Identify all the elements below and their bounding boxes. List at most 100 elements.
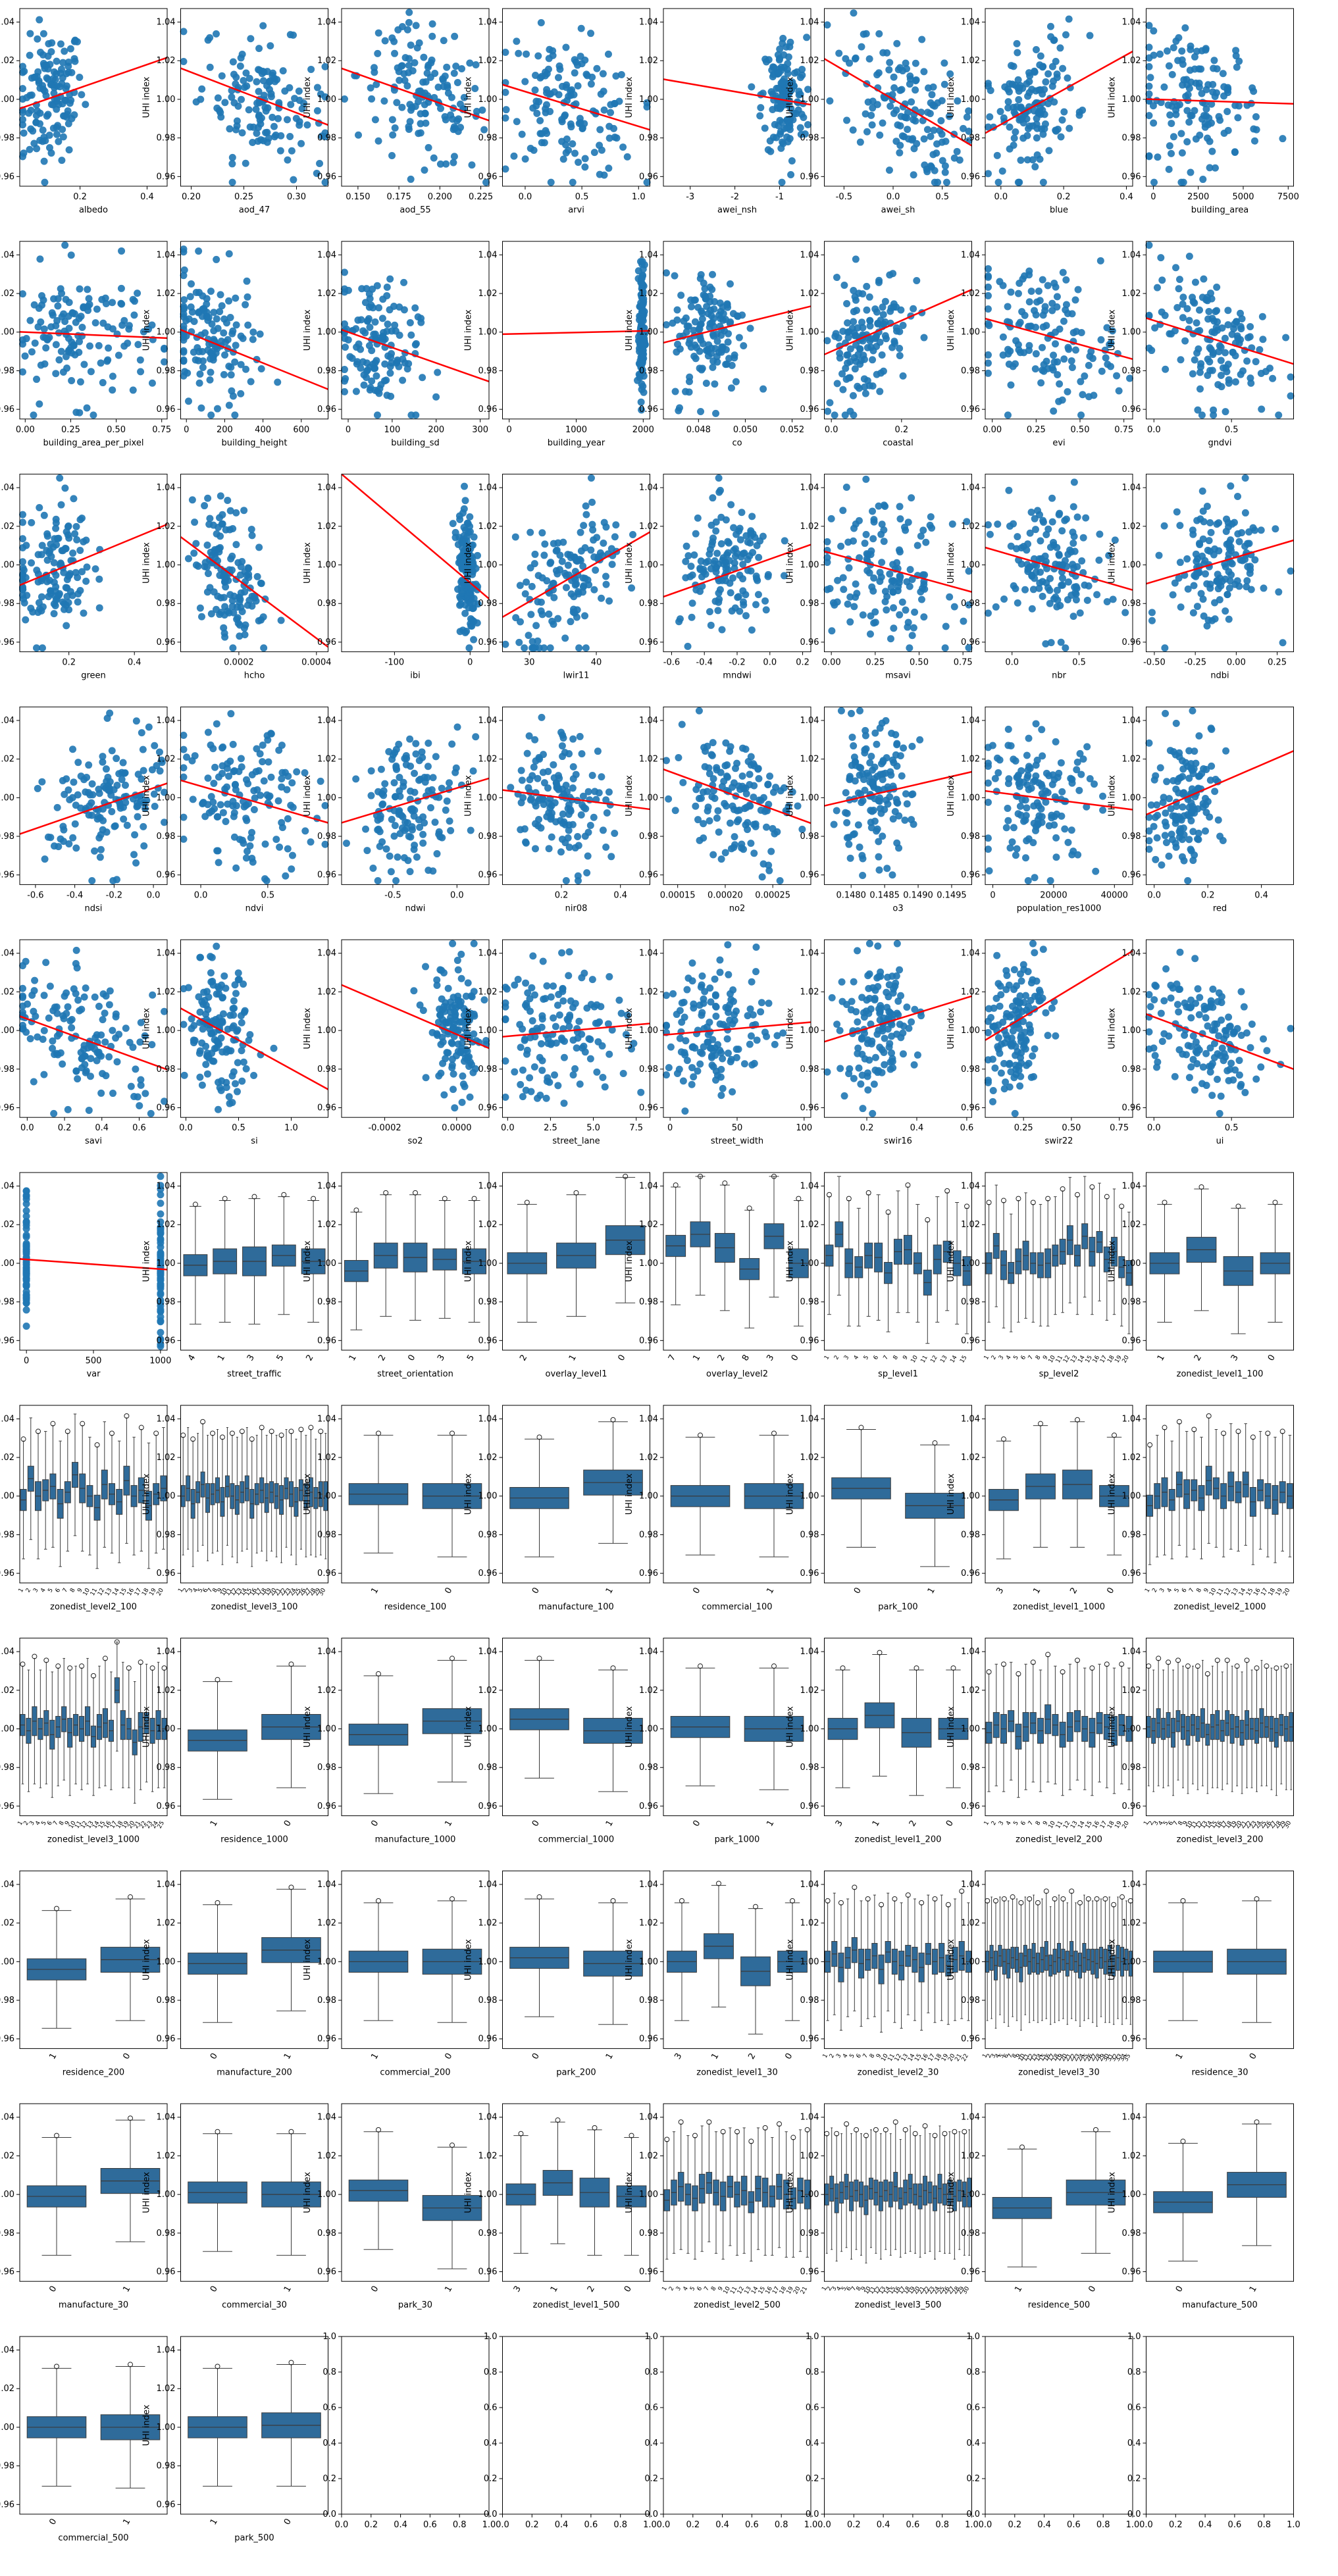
scatter-point	[852, 593, 860, 601]
scatter-point	[50, 68, 58, 76]
scatter-point	[396, 773, 403, 781]
scatter-point	[1231, 148, 1239, 156]
scatter-point	[984, 272, 992, 280]
scatter-point	[54, 302, 62, 310]
scatter-point	[719, 343, 727, 351]
scatter-points	[1145, 22, 1287, 186]
scatter-point	[76, 285, 84, 293]
scatter-point	[918, 36, 926, 43]
scatter-point	[82, 577, 90, 585]
x-tick-label: 0.5	[1072, 658, 1086, 668]
scatter-point	[531, 820, 539, 828]
scatter-point	[767, 847, 775, 855]
scatter-point	[1004, 804, 1012, 812]
scatter-point	[871, 729, 879, 737]
y-tick-label: 1.04	[800, 483, 819, 493]
scatter-point	[1048, 299, 1056, 307]
scatter-point	[1048, 494, 1056, 502]
scatter-point	[1027, 508, 1035, 516]
scatter-point	[738, 782, 746, 790]
scatter-point	[387, 868, 395, 876]
scatter-point	[180, 272, 188, 280]
scatter-point	[867, 824, 875, 832]
scatter-point	[1042, 531, 1050, 539]
scatter-point	[562, 877, 570, 885]
scatter-point	[994, 520, 1002, 528]
y-tick-label: 0.96	[961, 871, 980, 880]
x-tick-label: 1000	[565, 425, 587, 435]
scatter-point	[742, 591, 750, 599]
scatter-point	[1006, 123, 1014, 131]
scatter-point	[277, 132, 285, 139]
scatter-point	[438, 784, 446, 792]
scatter-point	[546, 90, 553, 98]
scatter-point	[639, 346, 647, 354]
scatter-point	[832, 330, 840, 338]
scatter-point	[78, 568, 86, 576]
scatter-point	[534, 52, 542, 60]
scatter-point	[1082, 514, 1090, 522]
y-tick-label: 0.96	[317, 871, 336, 880]
scatter-point	[734, 593, 742, 601]
scatter-point	[270, 122, 278, 130]
x-tick-label: 0.4	[128, 658, 142, 668]
scatter-point	[1196, 368, 1204, 376]
scatter-point	[750, 762, 758, 770]
scatter-point	[245, 74, 253, 82]
scatter-point	[875, 502, 883, 510]
scatter-point	[717, 332, 725, 340]
scatter-point	[236, 632, 244, 640]
scatter-point	[767, 88, 775, 96]
scatter-point	[450, 159, 457, 166]
scatter-point	[68, 68, 76, 76]
scatter-point	[954, 97, 962, 105]
scatter-point	[984, 351, 992, 359]
scatter-point	[582, 805, 590, 813]
scatter-point	[232, 126, 240, 134]
scatter-point	[59, 59, 67, 66]
scatter-point	[30, 73, 38, 81]
scatter-point	[59, 547, 67, 555]
scatter-point	[1216, 341, 1223, 349]
scatter-point	[1025, 835, 1033, 843]
scatter-point	[1037, 52, 1044, 60]
scatter-point	[748, 513, 756, 520]
scatter-point	[888, 756, 896, 764]
scatter-point	[1244, 563, 1252, 570]
scatter-point	[572, 557, 580, 565]
scatter-point	[1189, 370, 1196, 378]
scatter-point	[34, 35, 41, 43]
scatter-point	[292, 114, 300, 122]
scatter-point	[926, 521, 934, 529]
scatter-point	[844, 600, 852, 608]
scatter-point	[65, 299, 73, 307]
scatter-point	[276, 147, 284, 155]
scatter-point	[1150, 119, 1158, 127]
scatter-point	[1058, 581, 1066, 589]
scatter-point	[984, 265, 992, 272]
x-tick-label: 0.0	[825, 425, 838, 435]
scatter-point	[740, 601, 748, 609]
scatter-point	[858, 318, 866, 326]
scatter-point	[1017, 104, 1025, 112]
scatter-point	[293, 768, 301, 776]
scatter-point	[257, 114, 265, 122]
scatter-point	[286, 84, 294, 91]
scatter-point	[33, 375, 41, 383]
scatter-point	[36, 84, 44, 92]
scatter-point	[369, 865, 377, 872]
scatter-point	[86, 791, 94, 799]
scatter-point	[1181, 337, 1189, 345]
scatter-point	[1053, 293, 1061, 301]
y-tick-label: 1.04	[317, 18, 336, 28]
scatter-point	[118, 300, 126, 308]
scatter-point	[1156, 50, 1164, 58]
y-axis-label: UHI index	[786, 542, 796, 584]
scatter-point	[225, 363, 233, 370]
scatter-point	[559, 155, 567, 163]
scatter-point	[1279, 639, 1287, 647]
scatter-point	[1189, 530, 1197, 538]
scatter-point	[220, 315, 228, 323]
x-axis-label: aod_47	[239, 205, 270, 215]
scatter-point	[854, 789, 862, 797]
